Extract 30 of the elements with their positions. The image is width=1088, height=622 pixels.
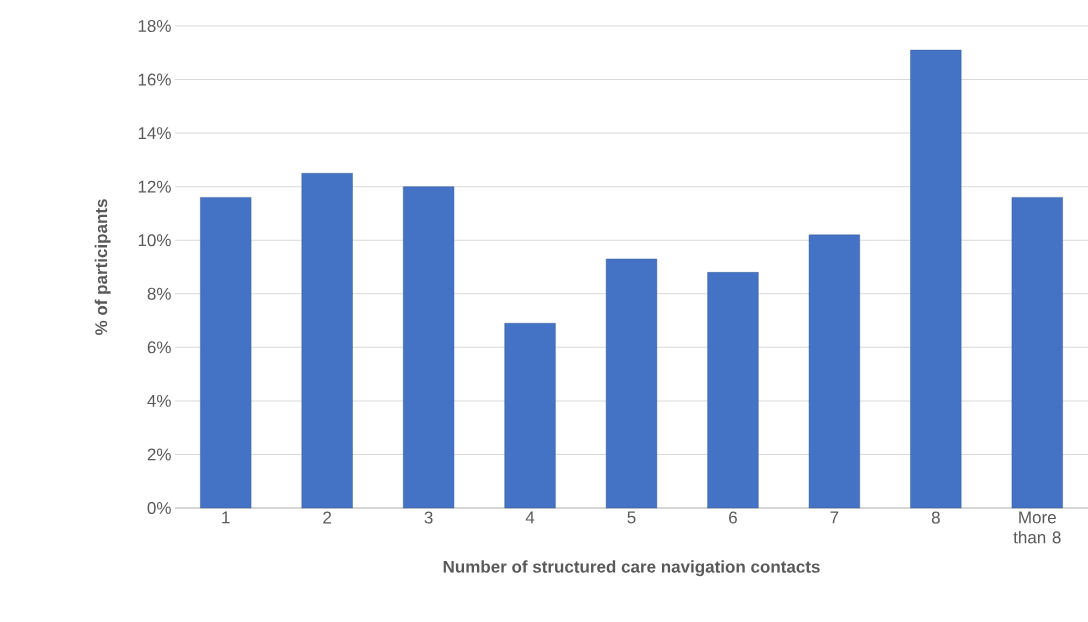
x-tick-label: 8 (931, 511, 940, 524)
bar (707, 272, 759, 509)
y-tick-label: 10% (138, 234, 171, 247)
bar (301, 173, 353, 509)
x-tick-label: 3 (424, 511, 433, 524)
y-tick-label: 12% (138, 180, 171, 193)
x-tick-label: 2 (323, 511, 332, 524)
x-tick-label: 7 (830, 511, 839, 524)
y-tick-label: 4% (147, 394, 171, 407)
x-axis-title: Number of structured care navigation contacts (443, 560, 820, 577)
x-tick-label: 4 (525, 511, 535, 524)
x-tick-label: More than 8 (1013, 511, 1061, 544)
bar (504, 323, 556, 509)
x-tick-label: 6 (729, 511, 737, 524)
y-tick-label: 2% (147, 448, 171, 461)
y-tick-label: 6% (147, 341, 171, 354)
y-tick-label: 0% (147, 501, 171, 515)
bar (403, 186, 455, 509)
bar (910, 49, 962, 509)
y-axis-title: % of participants (94, 199, 111, 336)
bar (605, 258, 658, 509)
y-tick-label: 16% (138, 73, 171, 86)
y-tick-label: 8% (147, 287, 171, 300)
y-tick-label: 18% (138, 19, 171, 33)
bar (200, 197, 252, 509)
bar (1011, 197, 1063, 509)
x-tick-label: 1 (222, 511, 230, 524)
y-tick-label: 14% (138, 127, 171, 140)
x-tick-label: 5 (627, 511, 636, 524)
bar (808, 234, 860, 509)
